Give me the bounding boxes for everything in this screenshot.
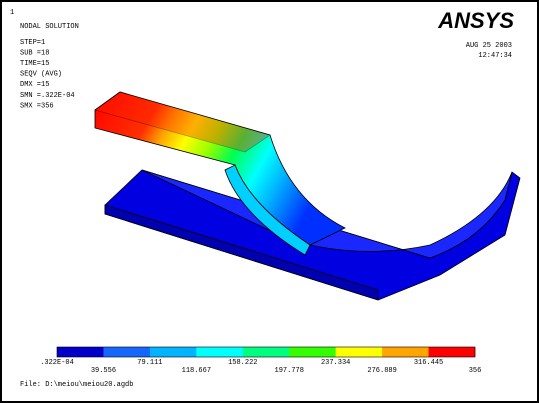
- info-line: SEQV (AVG): [20, 71, 62, 79]
- info-line: SUB =18: [20, 49, 49, 57]
- legend-swatch: [149, 347, 197, 357]
- legend-label: 316.445: [414, 359, 443, 367]
- date: AUG 25 2003: [466, 42, 512, 50]
- legend-label: .322E-04: [40, 359, 74, 367]
- model: [94, 91, 521, 301]
- legend-swatch: [242, 347, 290, 357]
- legend-label: 158.222: [228, 359, 257, 367]
- legend-swatch: [196, 347, 244, 357]
- logo: ANSYS: [437, 8, 514, 33]
- legend-swatch: [428, 347, 476, 357]
- legend-swatch: [57, 347, 104, 357]
- legend-label: 356: [469, 367, 482, 375]
- time: 12:47:34: [478, 52, 512, 60]
- legend-label: 39.556: [91, 367, 116, 375]
- legend-swatch: [382, 347, 429, 357]
- window-number: 1: [10, 9, 14, 17]
- legend: .322E-04 39.556 79.111 118.667 158.222 197.77…: [40, 346, 482, 375]
- info-line: TIME=15: [20, 60, 49, 68]
- info-line: STEP=1: [20, 39, 45, 47]
- info-line: SMX =356: [20, 102, 54, 110]
- file-path: File: D:\meiou\meiou20.agdb: [20, 381, 133, 389]
- legend-label: 237.334: [321, 359, 350, 367]
- legend-label: 118.667: [182, 367, 211, 375]
- legend-swatch: [103, 347, 151, 357]
- legend-label: 79.111: [137, 359, 162, 367]
- info-line: DMX =15: [20, 81, 49, 89]
- legend-label: 197.778: [275, 367, 304, 375]
- legend-label: 276.889: [367, 367, 396, 375]
- plot-title: NODAL SOLUTION: [20, 23, 79, 31]
- info-block: STEP=1 SUB =18 TIME=15 SEQV (AVG) DMX =15 SMN…: [20, 39, 75, 111]
- legend-border: [56, 346, 476, 358]
- legend-swatch: [289, 347, 336, 357]
- info-line: SMN =.322E-04: [20, 92, 75, 100]
- legend-swatch: [335, 347, 383, 357]
